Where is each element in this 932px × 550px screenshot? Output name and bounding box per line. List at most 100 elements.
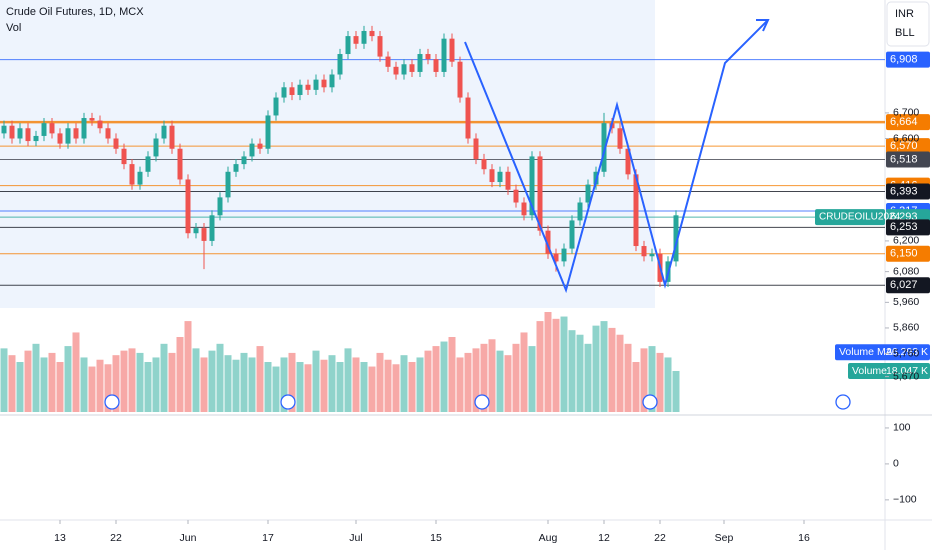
- candle-body: [177, 148, 183, 180]
- volume-bar: [368, 366, 376, 412]
- volume-bar: [200, 357, 208, 412]
- candle-body: [481, 158, 487, 170]
- candle-body: [441, 38, 447, 72]
- price-badge: [886, 151, 930, 168]
- volume-bar: [432, 346, 440, 412]
- volume-bar: [512, 343, 520, 412]
- indicator-tick-label: 0: [893, 458, 899, 470]
- price-badge-label: 6,664: [890, 116, 918, 128]
- volume-bar: [40, 357, 48, 412]
- candle-body: [633, 174, 639, 247]
- y-tick-label: 5,760: [893, 347, 919, 359]
- candle-body: [41, 123, 47, 136]
- volume-bar: [424, 350, 432, 412]
- price-badge: [886, 51, 930, 68]
- volume-bar: [408, 362, 416, 412]
- volume-bar: [272, 366, 280, 412]
- candle-body: [241, 156, 247, 165]
- price-badge: [886, 245, 930, 262]
- volume-bar: [224, 355, 232, 412]
- volume-bar: [24, 350, 32, 412]
- symbol-badge-label: CRUDEOILU2024: [819, 212, 901, 223]
- candle-body: [465, 97, 471, 139]
- x-tick-label: 12: [598, 532, 610, 544]
- arrow-head: [756, 19, 770, 32]
- volume-bar: [80, 357, 88, 412]
- volume-bar: [216, 343, 224, 412]
- candle-body: [577, 202, 583, 221]
- volume-bar: [56, 362, 64, 412]
- volume-bar: [520, 332, 528, 412]
- candle-body: [65, 128, 71, 144]
- volume-bar: [144, 362, 152, 412]
- volume-bar: [496, 350, 504, 412]
- volume-bar: [328, 355, 336, 412]
- candle-body: [105, 128, 111, 139]
- y-tick-label: 6,700: [893, 107, 919, 119]
- candle-body: [505, 171, 511, 190]
- volume-bar: [400, 355, 408, 412]
- candle-body: [601, 123, 607, 172]
- event-icons[interactable]: [104, 394, 851, 410]
- currency-box[interactable]: [886, 1, 930, 47]
- candle-body: [473, 138, 479, 159]
- volume-bar: [352, 357, 360, 412]
- candle-body: [401, 64, 407, 75]
- price-badge-label: 6,570: [890, 140, 918, 152]
- volume-bar: [296, 362, 304, 412]
- price-badge-label: 6,027: [890, 279, 918, 291]
- candle-body: [497, 171, 503, 183]
- volume-bar: [336, 362, 344, 412]
- volume-bar: [560, 316, 568, 412]
- volume-badge-name: Volume: [852, 365, 887, 377]
- volume-bar: [544, 312, 552, 412]
- x-tick-label: Sep: [715, 532, 734, 544]
- candle-body: [625, 148, 631, 175]
- candle-body: [1, 125, 7, 134]
- price-badge-label: 6,253: [890, 221, 918, 233]
- volume-badge-name: Volume MA: [839, 346, 893, 358]
- candle-body: [649, 253, 655, 257]
- volume-bar: [376, 352, 384, 412]
- volume-bar: [280, 357, 288, 412]
- price-badge-label: 6,150: [890, 248, 918, 260]
- volume-bar: [160, 343, 168, 412]
- trend-drawing[interactable]: [464, 19, 769, 294]
- price-badge-label: 6,393: [890, 185, 918, 197]
- candle-body: [329, 74, 335, 88]
- volume-bar: [72, 332, 80, 412]
- candle-body: [353, 36, 359, 44]
- x-tick-label: 16: [798, 532, 810, 544]
- price-axis-bg: [885, 0, 932, 550]
- volume-bar: [240, 352, 248, 412]
- candle-body: [489, 169, 495, 183]
- volume-bar: [168, 352, 176, 412]
- candle-body: [73, 128, 79, 139]
- candle-body: [185, 179, 191, 234]
- candle-body: [369, 30, 375, 37]
- candle-body: [313, 79, 319, 90]
- volume-bar: [176, 337, 184, 412]
- volume-bar: [568, 330, 576, 412]
- x-tick-label: Jun: [180, 532, 197, 544]
- price-badge: [886, 138, 930, 155]
- candle-body: [129, 164, 135, 185]
- candle-body: [345, 36, 351, 55]
- volume-bar: [312, 350, 320, 412]
- volume-bar: [456, 357, 464, 412]
- candle-body: [425, 54, 431, 60]
- volume-bar: [592, 325, 600, 412]
- candle-body: [585, 184, 591, 203]
- volume-bar: [472, 348, 480, 412]
- volume-bar: [64, 346, 72, 412]
- volume-bar: [392, 364, 400, 412]
- volume-bar: [112, 355, 120, 412]
- candle-body: [257, 143, 263, 149]
- volume-badge-value: 18.047 K: [886, 365, 928, 377]
- candle-body: [377, 36, 383, 57]
- volume-bar: [584, 343, 592, 412]
- volume-bar: [672, 370, 680, 412]
- chart-title: Crude Oil Futures, 1D, MCX: [6, 6, 144, 18]
- candle-body: [89, 118, 95, 121]
